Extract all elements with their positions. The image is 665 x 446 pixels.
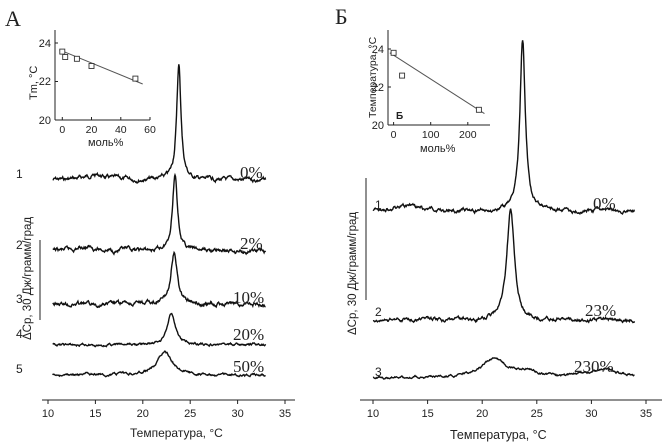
panel-a-curve-number: 5 (16, 362, 23, 376)
panel-a-concentration-label: 0% (240, 163, 263, 182)
panel-a-curve-5 (52, 350, 266, 378)
panel-a-x-tick-label: 20 (137, 408, 149, 420)
panel-b-ylabel: ΔCp, 30 Дж/грамм/град (347, 212, 359, 335)
panel-a-concentration-label: 2% (240, 234, 263, 253)
panel-b-curve-3 (372, 357, 635, 380)
inset-a-point (73, 55, 80, 62)
panel-a-concentration-label: 50% (233, 357, 264, 376)
panel-a-concentration-label: 10% (233, 288, 264, 307)
panel-a-curve-1 (52, 64, 267, 184)
panel-b-concentration-label: 23% (585, 301, 616, 320)
panel-b-x-tick-label: 10 (367, 408, 379, 420)
panel-a-curve-2 (52, 172, 267, 256)
inset-b-point (475, 106, 482, 113)
panel-b-x-ticks: 10 15 20 25 30 35 (367, 400, 652, 420)
inset-a-y-tick-label: 20 (39, 115, 51, 127)
inset-a-point (59, 48, 66, 55)
panel-a-x-tick-label: 35 (279, 408, 291, 420)
inset-a-x-tick-label: 0 (59, 124, 65, 136)
inset-a-x-tick-label: 60 (144, 124, 156, 136)
panel-a-curve-number: 1 (16, 167, 23, 181)
panel-a-curve-4 (52, 312, 267, 348)
inset-b-x-tick-label: 200 (459, 129, 477, 141)
panel-a: А ΔCp, 30 Дж/грамм/град 10 15 20 25 30 3… (5, 6, 295, 440)
panel-a-x-tick-label: 25 (184, 408, 196, 420)
inset-a-y-tick-label: 22 (39, 76, 51, 88)
inset-b-y-tick-label: 24 (372, 44, 384, 56)
panel-a-x-tick-label: 10 (42, 408, 54, 420)
inset-a-point (132, 75, 139, 82)
panel-a-x-ticks: 10 15 20 25 30 35 (42, 400, 291, 420)
panel-a-curve-number: 2 (16, 238, 23, 252)
inset-a-x-tick-label: 40 (115, 124, 127, 136)
panel-b-label: Б (335, 4, 348, 29)
panel-a-curve-number: 3 (16, 292, 23, 306)
panel-a-label: А (5, 6, 21, 31)
panel-b-curve-number: 3 (375, 365, 382, 379)
panel-a-x-tick-label: 30 (231, 408, 243, 420)
inset-a-ylabel: Tm, °C (28, 66, 40, 100)
inset-b-label: Б (396, 111, 403, 122)
panel-b-x-tick-label: 25 (531, 408, 543, 420)
inset-b-y-tick-label: 20 (372, 120, 384, 132)
inset-b-point (399, 72, 406, 79)
inset-b-xlabel: моль% (420, 143, 456, 155)
inset-b-fit-line (389, 52, 485, 115)
panel-a-xlabel: Температура, °C (130, 426, 223, 440)
panel-b-x-tick-label: 30 (585, 408, 597, 420)
inset-b-x-tick-label: 0 (391, 129, 397, 141)
inset-b-point (390, 49, 397, 56)
panel-b-xlabel: Температура, °C (450, 428, 547, 442)
panel-b-curve-1 (372, 40, 636, 216)
panel-b-curves (372, 40, 636, 380)
inset-b-x-tick-label: 100 (422, 129, 440, 141)
panel-b-x-tick-label: 35 (640, 408, 652, 420)
panel-b-curve-2 (372, 208, 636, 324)
inset-a-point (62, 54, 69, 60)
panel-a-curve-number: 4 (16, 327, 23, 341)
inset-a-fit-line (59, 49, 143, 85)
panel-a-curves (52, 64, 267, 378)
inset-a-x-tick-label: 20 (86, 124, 98, 136)
panel-a-inset: 24 22 20 0 20 40 60 моль% Tm, °C (28, 30, 156, 149)
inset-b-y-tick-label: 22 (372, 82, 384, 94)
panel-b: Б ΔCp, 30 Дж/грамм/град 10 15 20 25 30 3… (335, 4, 662, 442)
panel-b-concentration-label: 0% (593, 194, 616, 213)
inset-b-ylabel: Температура, °C (367, 36, 379, 118)
panel-b-x-tick-label: 15 (421, 408, 433, 420)
panel-a-curve-3 (52, 250, 266, 309)
inset-a-y-tick-label: 24 (39, 38, 51, 50)
panel-b-x-tick-label: 20 (476, 408, 488, 420)
panel-b-curve-number: 2 (375, 305, 382, 319)
panel-a-x-tick-label: 15 (89, 408, 101, 420)
panel-b-curve-number: 1 (375, 198, 382, 212)
panel-a-concentration-label: 20% (233, 325, 264, 344)
inset-a-xlabel: моль% (88, 137, 124, 149)
panel-a-ylabel: ΔCp, 30 Дж/грамм/град (22, 217, 34, 340)
inset-a-point (88, 63, 95, 69)
panel-b-concentration-label: 230% (574, 357, 614, 376)
panel-b-inset: 24 22 20 0 100 200 моль% Температура, °C… (367, 30, 490, 155)
